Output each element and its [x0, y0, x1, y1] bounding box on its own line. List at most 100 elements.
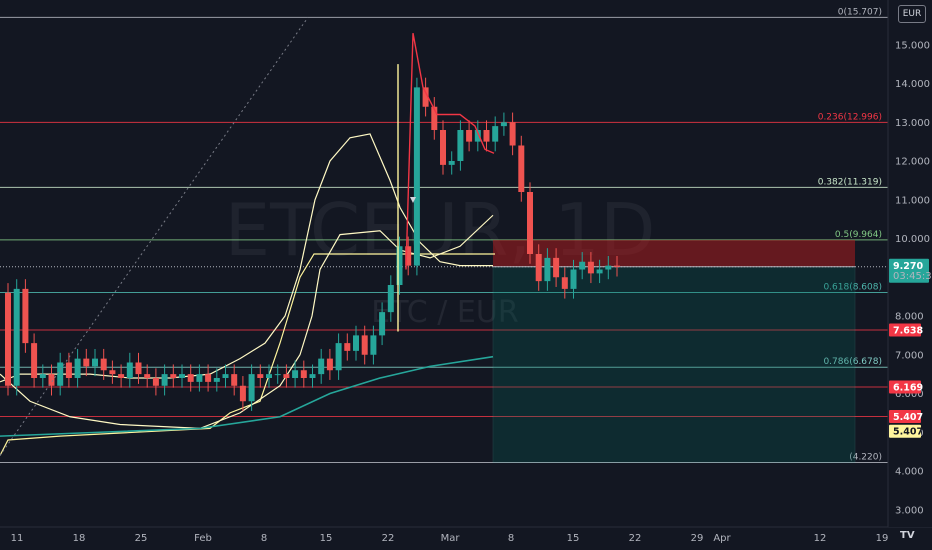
- down-arrow-icon: [410, 197, 416, 203]
- time-axis[interactable]: 11 18 25 Feb 8 15 22 Mar 8 15 22 29 Apr 12 19: [0, 526, 932, 550]
- drawing-annotations[interactable]: [0, 17, 495, 456]
- projection-path: [405, 32, 495, 270]
- candle-body: [387, 285, 394, 313]
- fib-level-label: 0.236(12.996): [818, 112, 882, 122]
- candle-body: [31, 343, 38, 378]
- price-tick-label: 12.000: [895, 157, 930, 168]
- horizontal-line-price-tag-bg: [889, 380, 921, 394]
- candle-body: [283, 374, 290, 378]
- candle-body: [353, 335, 359, 351]
- candle-body: [570, 269, 577, 289]
- candle-body: [109, 370, 116, 375]
- candle-body: [161, 374, 168, 386]
- time-tick-label: 22: [629, 533, 642, 544]
- candle-body: [39, 374, 46, 378]
- candle-body: [118, 374, 125, 378]
- candle-body: [152, 378, 159, 386]
- candle-body: [248, 374, 255, 402]
- candle-body: [405, 246, 412, 266]
- price-tick-label: 13.000: [895, 118, 930, 129]
- candle-body: [422, 87, 429, 107]
- fib-level-label: 0(15.707): [838, 7, 882, 17]
- horizontal-line-price-tag: 5.407: [893, 412, 923, 423]
- time-tick-label: Mar: [441, 533, 461, 544]
- time-tick-label: 15: [567, 533, 580, 544]
- moving-average-line: [0, 355, 494, 437]
- fib-trend-line: [0, 17, 309, 456]
- watermark-subtitle: ETC / EUR: [371, 295, 518, 330]
- candle-body: [144, 374, 151, 378]
- candle-body: [196, 374, 203, 382]
- time-tick-label: 15: [320, 533, 333, 544]
- price-tag-bg: [889, 424, 921, 438]
- candle-body: [83, 358, 90, 367]
- candle-body: [466, 130, 473, 142]
- candle-body: [170, 374, 177, 378]
- candle-body: [483, 130, 490, 142]
- candle-body: [239, 385, 246, 402]
- horizontal-line-price-tag: 6.169: [893, 382, 923, 393]
- candle-body: [13, 288, 20, 386]
- price-tick-label: 7.000: [895, 350, 924, 361]
- currency-button[interactable]: EUR: [898, 5, 926, 23]
- candle-body: [518, 145, 525, 192]
- symbol-watermark: ETCEUR, 1D ETC / EUR: [225, 188, 656, 330]
- candle-body: [370, 335, 377, 355]
- candle-body: [440, 130, 446, 165]
- candle-body: [413, 87, 420, 266]
- candle-body: [222, 374, 229, 378]
- fib-level-label: 0.618(8.608): [823, 282, 882, 292]
- fibonacci-retracement[interactable]: 0(15.707) 0.236(12.996) 0.382(11.319) 0.5(9…: [0, 7, 888, 463]
- time-tick-label: 18: [73, 533, 86, 544]
- price-tick-label: 4.000: [895, 467, 924, 478]
- short-position-tool[interactable]: [0, 239, 888, 463]
- tradingview-logo-icon: TV: [900, 530, 915, 541]
- candle-body: [335, 343, 342, 371]
- candle-body: [213, 378, 220, 382]
- horizontal-line-price-tag: 7.638: [893, 326, 923, 337]
- candle-body: [5, 292, 11, 386]
- candle-body: [431, 106, 438, 130]
- fib-level-label: 0.382(11.319): [818, 177, 882, 187]
- candle-body: [535, 254, 542, 282]
- last-price-tag: 9.270: [893, 261, 923, 272]
- time-tick-label: 25: [135, 533, 148, 544]
- price-tick-label: 10.000: [895, 234, 930, 245]
- candle-body: [57, 362, 64, 386]
- last-price-tag-bg: [889, 258, 929, 283]
- candle-body: [379, 312, 386, 336]
- candle-body: [309, 374, 316, 378]
- time-tick-label: Feb: [194, 533, 212, 544]
- price-tick-label: 11.000: [895, 195, 930, 206]
- candle-body: [544, 257, 551, 282]
- horizontal-lines[interactable]: [0, 329, 888, 417]
- candle-body: [448, 161, 455, 165]
- price-tag: 5.407: [893, 427, 923, 438]
- candle-body: [135, 362, 142, 375]
- candle-body: [474, 130, 481, 142]
- candle-body: [361, 335, 368, 355]
- horizontal-line-price-tag-bg: [889, 323, 921, 337]
- candle-body: [126, 362, 133, 378]
- price-tick-label: 15.000: [895, 40, 930, 51]
- time-tick-label: 29: [691, 533, 704, 544]
- price-tick-label: 8.000: [895, 312, 924, 323]
- candle-body: [100, 358, 107, 371]
- bar-countdown: 03:45:37: [893, 271, 932, 282]
- candle-body: [579, 261, 586, 270]
- candle-body: [231, 374, 238, 386]
- candle-body: [605, 265, 612, 270]
- candle-body: [266, 374, 272, 378]
- candle-body: [92, 358, 98, 367]
- candle-body: [187, 374, 194, 382]
- candle-body: [614, 265, 620, 267]
- profit-target-zone: [492, 266, 856, 463]
- candle-body: [344, 343, 351, 351]
- candle-body: [553, 257, 560, 278]
- fib-level-label: 0.5(9.964): [835, 230, 882, 240]
- candle-body: [318, 358, 325, 375]
- time-tick-label: 12: [814, 533, 827, 544]
- candlestick-series: [5, 77, 620, 411]
